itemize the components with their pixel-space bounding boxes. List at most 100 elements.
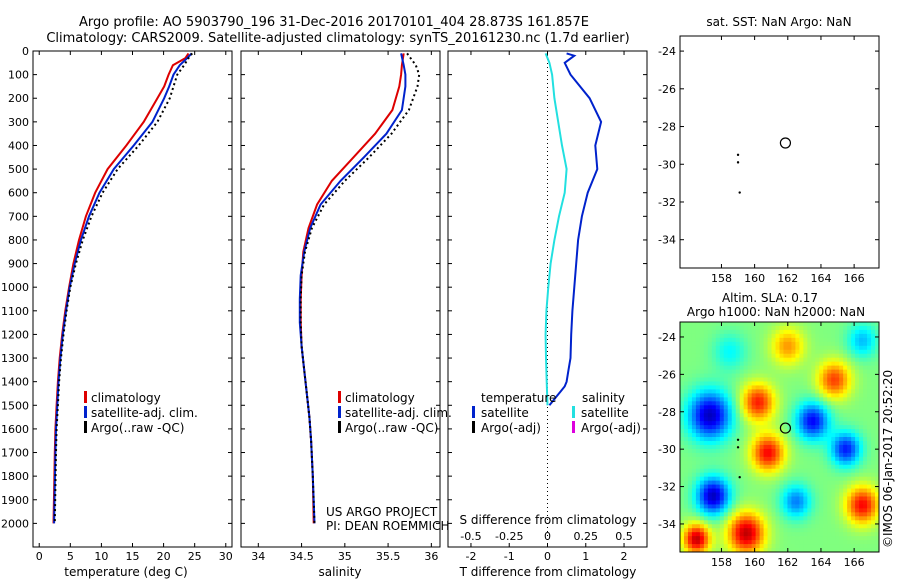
sla-cell	[791, 437, 797, 442]
sla-cell	[783, 345, 789, 351]
sla-cell	[680, 456, 685, 462]
sla-cell	[739, 460, 745, 466]
sla-cell	[759, 337, 765, 343]
sla-cell	[807, 464, 812, 470]
sla-cell	[719, 440, 725, 446]
sla-cell	[755, 365, 761, 371]
sla-cell	[783, 405, 789, 410]
sla-cell	[751, 524, 757, 529]
sla-cell	[707, 341, 713, 347]
legend-swatch-climatology	[84, 391, 87, 403]
sla-cell	[803, 548, 808, 552]
sla-cell	[759, 417, 765, 422]
sla-cell	[847, 325, 852, 331]
sla-cell	[739, 480, 745, 486]
sla-cell	[751, 544, 757, 549]
sla-cell	[791, 536, 797, 541]
sla-cell	[855, 528, 860, 533]
sla-cell	[851, 353, 856, 359]
sla-cell	[847, 444, 852, 450]
sla-cell	[747, 484, 753, 490]
sla-cell	[815, 488, 820, 494]
legend-label-climatology: climatology	[91, 391, 161, 405]
sla-cell	[795, 369, 800, 375]
sla-cell	[719, 393, 725, 398]
sla-cell	[787, 389, 793, 394]
sla-cell	[783, 353, 789, 359]
sla-cell	[680, 369, 685, 375]
sla-cell	[755, 413, 761, 418]
sla-cell	[803, 524, 808, 529]
sla-cell	[703, 349, 709, 355]
sla-cell	[687, 365, 693, 371]
sla-cell	[723, 476, 729, 482]
sla-cell	[799, 369, 804, 375]
sla-cell	[795, 409, 800, 414]
sla-cell	[680, 389, 685, 394]
sla-cell	[771, 480, 777, 486]
sla-cell	[811, 464, 816, 470]
sla-cell	[731, 405, 737, 410]
sla-cell	[703, 397, 709, 402]
sla-cell	[719, 349, 725, 355]
sla-cell	[803, 452, 808, 458]
sla-cell	[803, 341, 808, 347]
sla-cell	[739, 393, 745, 398]
sla-cell	[875, 468, 879, 474]
sla-cell	[687, 381, 693, 387]
sla-cell	[823, 385, 828, 391]
sla-cell	[771, 468, 777, 474]
sla-cell	[775, 452, 781, 458]
sla-cell	[791, 496, 797, 502]
sla-cell	[735, 448, 741, 454]
sla-cell	[823, 373, 828, 379]
sla-cell	[851, 492, 856, 498]
sla-cell	[683, 476, 689, 482]
sla-cell	[835, 437, 840, 442]
sla-cell	[795, 325, 800, 331]
sla-cell	[719, 397, 725, 402]
sla-cell	[831, 369, 836, 375]
sla-cell	[839, 357, 844, 363]
sla-cell	[751, 456, 757, 462]
sla-cell	[835, 472, 840, 478]
sla-cell	[815, 460, 820, 466]
sla-cell	[799, 512, 804, 517]
sla-cell	[855, 532, 860, 537]
sla-cell	[871, 532, 876, 537]
sla-cell	[771, 337, 777, 343]
sla-cell	[823, 468, 828, 474]
sla-cell	[680, 480, 685, 486]
sla-cell	[819, 433, 824, 438]
sla-cell	[827, 349, 832, 355]
sla-cell	[683, 397, 689, 402]
sla-cell	[727, 532, 733, 537]
sla-cell	[715, 333, 721, 339]
sla-cell	[687, 353, 693, 359]
sla-cell	[835, 349, 840, 355]
sla-cell	[819, 353, 824, 359]
sla-cell	[707, 437, 713, 442]
sla-cell	[871, 381, 876, 387]
sla-cell	[867, 456, 872, 462]
sla-cell	[731, 464, 737, 470]
sla-cell	[735, 405, 741, 410]
sla-cell	[815, 325, 820, 331]
sla-cell	[835, 389, 840, 394]
sla-cell	[715, 544, 721, 549]
sla-cell	[759, 456, 765, 462]
sla-cell	[707, 385, 713, 391]
sla-cell	[847, 357, 852, 363]
sla-cell	[827, 385, 832, 391]
sla-cell	[851, 325, 856, 331]
sla-cell	[827, 337, 832, 343]
sla-cell	[707, 337, 713, 343]
sla-cell	[727, 480, 733, 486]
sla-cell	[867, 365, 872, 371]
sla-cell	[799, 444, 804, 450]
depth-axis: 0100200300400500600700800900100011001200…	[1, 45, 647, 530]
sla-cell	[771, 524, 777, 529]
s-tick-label: 0.5	[615, 530, 633, 543]
sla-cell	[775, 504, 781, 509]
sla-cell	[687, 341, 693, 347]
